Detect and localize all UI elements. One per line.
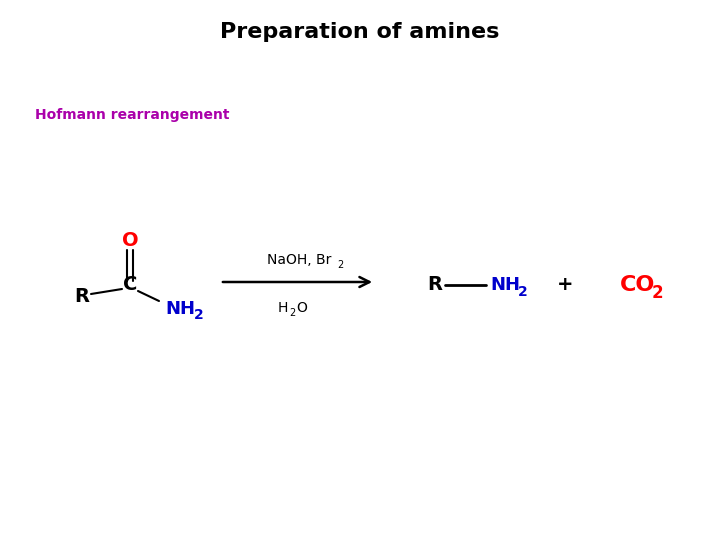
Text: CO: CO: [620, 275, 655, 295]
Text: 2: 2: [289, 308, 295, 318]
Text: 2: 2: [194, 308, 204, 322]
Text: NaOH, Br: NaOH, Br: [267, 253, 331, 267]
Text: R: R: [74, 287, 89, 307]
Text: O: O: [296, 301, 307, 315]
Text: Preparation of amines: Preparation of amines: [220, 22, 500, 42]
Text: Hofmann rearrangement: Hofmann rearrangement: [35, 108, 230, 122]
Text: NH: NH: [165, 300, 195, 318]
Text: 2: 2: [652, 284, 664, 302]
Text: +: +: [557, 275, 573, 294]
Text: H: H: [278, 301, 289, 315]
Text: R: R: [428, 275, 443, 294]
Text: C: C: [123, 275, 138, 294]
Text: O: O: [122, 231, 138, 249]
Text: NH: NH: [490, 276, 520, 294]
Text: 2: 2: [337, 260, 343, 270]
Text: 2: 2: [518, 285, 528, 299]
